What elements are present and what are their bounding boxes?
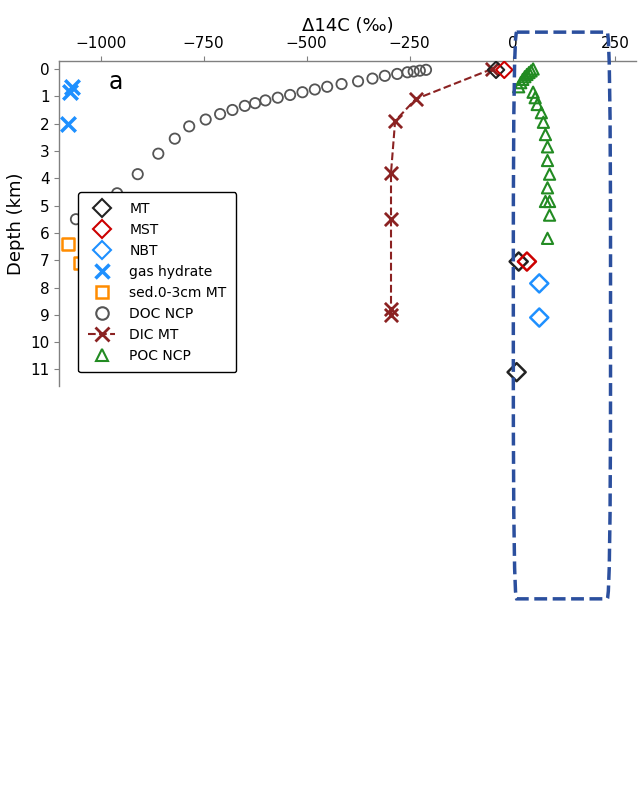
Point (542, 232, 552, 245)
Point (87, 202, 98, 215)
Point (228, 104, 238, 117)
Point (379, 70, 390, 82)
Point (322, 80, 332, 93)
Point (545, 195, 555, 208)
Point (184, 120, 194, 132)
Point (516, 76, 526, 89)
Point (499, 63, 509, 76)
Point (415, 64, 425, 77)
Point (421, 63, 431, 76)
Point (65, 86, 75, 98)
Point (219, 257, 230, 270)
Point (273, 91, 283, 104)
Point (534, 311, 545, 324)
Point (62, 117, 73, 130)
Point (386, 213, 396, 225)
Y-axis label: Depth (km): Depth (km) (7, 172, 25, 274)
Point (390, 114, 401, 127)
X-axis label: Δ14C (‰): Δ14C (‰) (302, 17, 394, 35)
Text: a: a (109, 70, 123, 94)
Point (530, 91, 540, 104)
Point (153, 147, 163, 160)
Point (518, 73, 528, 86)
Point (542, 182, 552, 194)
Point (521, 68, 532, 81)
Point (336, 78, 347, 90)
Point (520, 71, 530, 83)
Point (540, 128, 550, 141)
Point (386, 303, 396, 316)
Point (545, 209, 555, 221)
Point (526, 64, 536, 77)
Point (215, 108, 225, 121)
Point (240, 100, 250, 113)
Point (411, 93, 421, 105)
Point (386, 308, 396, 321)
Point (62, 237, 73, 250)
Point (386, 167, 396, 179)
Point (524, 67, 534, 79)
Point (201, 113, 211, 126)
Point (542, 154, 552, 167)
Point (67, 80, 77, 93)
Point (250, 97, 260, 109)
Point (367, 72, 377, 85)
Point (528, 63, 538, 75)
Point (536, 106, 547, 119)
Point (75, 257, 86, 270)
Legend: MT, MST, NBT, gas hydrate, sed.0-3cm MT, DOC NCP, DIC MT, POC NCP: MT, MST, NBT, gas hydrate, sed.0-3cm MT,… (78, 193, 237, 373)
Point (132, 168, 143, 181)
Point (534, 277, 545, 289)
Point (514, 80, 524, 93)
Point (514, 255, 524, 268)
Point (538, 116, 548, 128)
Point (297, 86, 307, 98)
Point (545, 168, 555, 181)
Point (310, 83, 320, 96)
Point (542, 140, 552, 153)
Point (170, 132, 180, 145)
Point (260, 94, 271, 107)
Point (540, 195, 550, 208)
Point (408, 65, 419, 78)
Point (528, 86, 538, 98)
Point (487, 63, 497, 75)
Point (353, 75, 363, 88)
Point (112, 187, 122, 200)
Point (403, 66, 413, 79)
Point (491, 63, 501, 76)
Point (521, 255, 532, 268)
Point (285, 89, 295, 102)
Point (511, 366, 521, 378)
Point (392, 67, 403, 80)
Point (71, 213, 81, 225)
Point (532, 98, 542, 111)
